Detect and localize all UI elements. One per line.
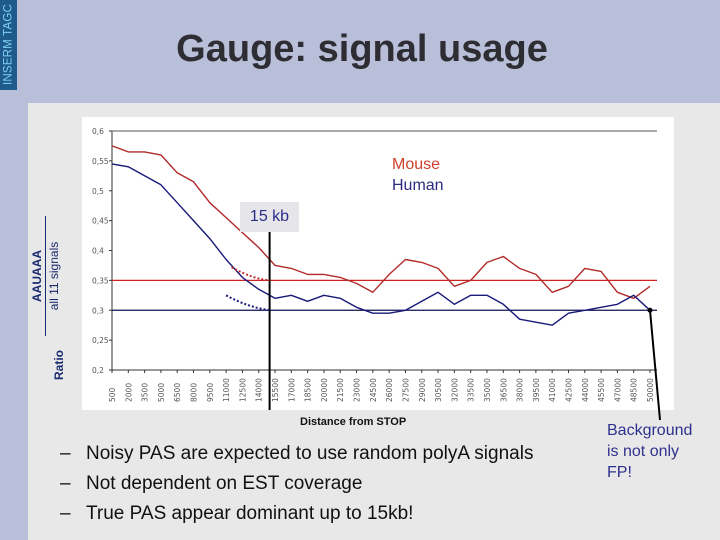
annotation-arrow	[649, 310, 661, 421]
x-tick-label: 29000	[418, 378, 427, 402]
15kb-marker-label: 15 kb	[240, 202, 299, 232]
y-tick-label: 0,25	[92, 336, 109, 345]
bullet-dash: –	[60, 503, 71, 524]
y-axis-label-prefix: Ratio	[52, 350, 66, 380]
x-tick-label: 48500	[630, 378, 639, 402]
background-annotation: Background is not only FP!	[607, 420, 717, 483]
legend-human: Human	[392, 177, 444, 194]
x-tick-label: 23000	[353, 378, 362, 402]
legend-mouse: Mouse	[392, 156, 441, 173]
annotation-line: is not only	[607, 443, 680, 460]
y-tick-label: 0,35	[92, 276, 109, 285]
x-tick-label: 33500	[467, 378, 476, 402]
y-axis-label-denominator: all 11 signals	[47, 241, 61, 311]
y-tick-label: 0,6	[92, 127, 104, 136]
x-tick-label: 39500	[532, 378, 541, 402]
x-tick-label: 9500	[206, 383, 215, 402]
chart-overlay	[225, 232, 661, 421]
chart-area	[82, 117, 674, 410]
y-tick-label: 0,5	[92, 187, 104, 196]
x-tick-label: 17000	[287, 378, 296, 402]
chart-series	[111, 145, 651, 326]
slide-title: Gauge: signal usage	[176, 28, 548, 70]
bullet-dash: –	[60, 473, 71, 494]
bullet-text: True PAS appear dominant up to 15kb!	[86, 503, 414, 524]
y-axis-label-fraction: AAUAAA all 11 signals	[30, 216, 61, 336]
x-tick-label: 500	[108, 387, 117, 402]
x-tick-label: 32000	[450, 378, 459, 402]
bullet-text: Not dependent on EST coverage	[86, 473, 363, 494]
y-tick-label: 0,4	[92, 247, 104, 256]
side-band: INSERM TAGC	[0, 0, 17, 90]
y-tick-label: 0,45	[92, 217, 109, 226]
y-tick-label: 0,3	[92, 306, 104, 315]
annotation-line: FP!	[607, 464, 632, 481]
x-tick-label: 26000	[385, 378, 394, 402]
x-tick-label: 45500	[597, 378, 606, 402]
series-human	[111, 163, 651, 326]
y-axis-label: Ratio AAUAAA all 11 signals	[30, 200, 70, 380]
x-tick-label: 47000	[613, 378, 622, 402]
bullet-text: Noisy PAS are expected to use random pol…	[86, 443, 534, 464]
x-tick-label: 44000	[581, 378, 590, 402]
human-projection	[225, 294, 270, 312]
y-tick-label: 0,55	[92, 157, 109, 166]
threshold-lines	[112, 279, 657, 311]
x-tick-label: 38000	[516, 378, 525, 402]
x-tick-label: 5000	[157, 383, 166, 402]
annotation-line: Background	[607, 422, 693, 439]
x-tick-label: 6500	[173, 383, 182, 402]
x-tick-label: 8000	[190, 383, 199, 402]
x-tick-label: 2000	[124, 383, 133, 402]
x-tick-label: 14000	[255, 378, 264, 402]
x-tick-label: 21500	[336, 378, 345, 402]
y-axis-label-numerator: AAUAAA	[30, 216, 46, 336]
x-tick-label: 20000	[320, 378, 329, 402]
x-tick-label: 41000	[548, 378, 557, 402]
x-tick-label: 50000	[646, 378, 655, 402]
x-tick-label: 35000	[483, 378, 492, 402]
annotation-arrow-head	[647, 307, 653, 313]
x-tick-label: 15500	[271, 378, 280, 402]
series-mouse	[111, 145, 651, 299]
mouse-projection	[231, 266, 270, 282]
x-tick-label: 27500	[401, 378, 410, 402]
x-tick-label: 30500	[434, 378, 443, 402]
x-tick-label: 18500	[304, 378, 313, 402]
chart-axes: 0,6 0,55 0,5 0,45 0,4 0,35 0,3 0,25 0,2 500 2000 35…	[92, 127, 657, 402]
x-tick-label: 12500	[238, 378, 247, 402]
y-tick-label: 0,2	[92, 366, 104, 375]
bullet-dash: –	[60, 443, 71, 464]
x-axis-label: Distance from STOP	[300, 416, 407, 428]
x-tick-label: 11000	[222, 378, 231, 402]
x-tick-label: 42500	[564, 378, 573, 402]
x-tick-label: 24500	[369, 378, 378, 402]
x-tick-label: 3500	[141, 383, 150, 402]
x-tick-label: 36500	[499, 378, 508, 402]
